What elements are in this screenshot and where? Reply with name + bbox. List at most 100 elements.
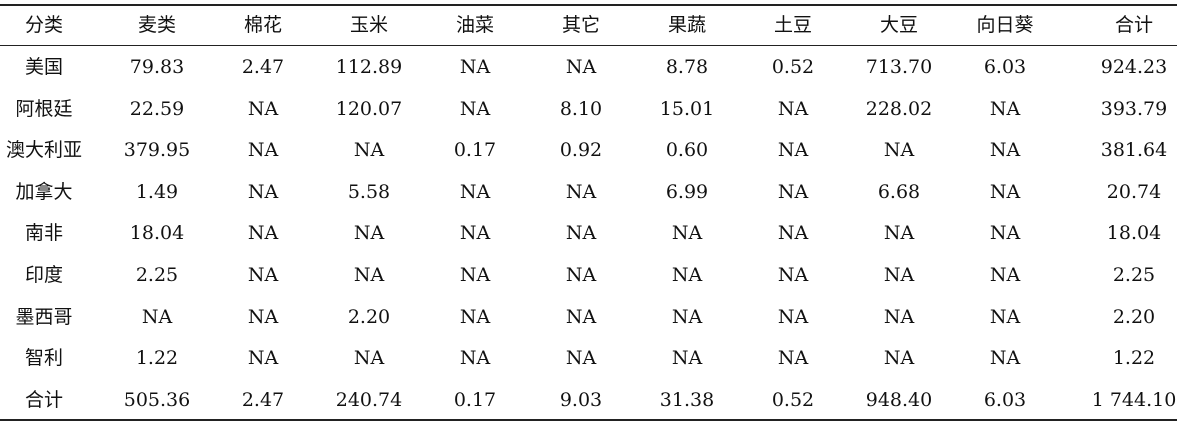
table-cell: NA [671,264,703,286]
table-cell: NA [989,264,1021,286]
table-cell: 6.99 [665,180,709,203]
table-cell: 2.25 [135,264,179,286]
row-label: 澳大利亚 [5,139,82,162]
header-cell: 麦类 [137,14,176,36]
table-cell: 2.47 [241,388,285,411]
header-cell: 其它 [561,14,600,36]
row-label: 墨西哥 [15,305,73,328]
table-cell: NA [353,139,385,162]
table-cell: 112.89 [335,56,403,78]
table-cell: 6.68 [877,180,921,203]
table-cell: 22.59 [129,97,185,120]
table-cell: 8.78 [665,56,709,78]
table-cell: 2.47 [241,56,285,78]
table-cell: 924.23 [1100,56,1168,78]
table-cell: NA [247,305,279,328]
table-cell: 0.17 [453,139,497,162]
table-cell: NA [777,305,809,328]
header-cell: 玉米 [349,14,388,36]
table-cell: 948.40 [865,388,933,411]
table-cell: NA [989,97,1021,120]
table-cell: NA [777,97,809,120]
table-cell: 393.79 [1100,97,1168,120]
table-cell: NA [671,347,703,370]
header-cell: 分类 [24,14,63,36]
table-cell: NA [671,222,703,245]
header-cell: 合计 [1114,14,1153,36]
table-cell: NA [353,264,385,286]
table-cell: NA [459,222,491,245]
table-cell: 505.36 [123,388,191,411]
table-cell: 1 744.10 [1091,388,1177,411]
table-cell: 1.22 [135,347,179,370]
row-label: 印度 [24,264,63,286]
table-cell: 713.70 [865,56,933,78]
table-cell: NA [141,305,173,328]
table-cell: NA [883,222,915,245]
table-cell: NA [459,305,491,328]
table-cell: 18.04 [129,222,185,245]
table-cell: NA [459,264,491,286]
table-cell: NA [247,264,279,286]
table-cell: NA [459,347,491,370]
table-cell: 0.52 [771,56,815,78]
header-cell: 大豆 [879,14,918,36]
table-cell: 240.74 [335,388,403,411]
table-cell: NA [459,180,491,203]
table-cell: 120.07 [335,97,403,120]
table-cell: 6.03 [983,388,1027,411]
table-cell: NA [247,97,279,120]
table-cell: NA [565,347,597,370]
table-cell: 228.02 [865,97,933,120]
header-cell: 土豆 [773,14,812,36]
table-cell: 2.25 [1112,264,1156,286]
table-cell: 31.38 [659,388,715,411]
table-cell: NA [353,347,385,370]
table-cell: 379.95 [123,139,191,162]
table-cell: NA [989,347,1021,370]
table-cell: NA [883,305,915,328]
table-cell: 0.60 [665,139,709,162]
table-cell: 1.49 [135,180,179,203]
table-cell: NA [883,139,915,162]
row-label: 南非 [24,222,63,245]
table-cell: NA [565,264,597,286]
table-cell: 2.20 [1112,305,1156,328]
table-cell: NA [777,347,809,370]
table-cell: NA [459,97,491,120]
bottom-rule [0,419,1177,421]
table-cell: 20.74 [1106,180,1162,203]
table-cell: 6.03 [983,56,1027,78]
table-cell: 5.58 [347,180,391,203]
row-label: 智利 [24,347,63,370]
table-cell: NA [883,264,915,286]
row-label: 加拿大 [15,180,73,203]
header-rule [0,45,1177,46]
table-cell: 1.22 [1112,347,1156,370]
table-cell: NA [883,347,915,370]
table-cell: NA [777,264,809,286]
table-cell: 381.64 [1100,139,1168,162]
table-cell: 15.01 [659,97,715,120]
table-cell: NA [247,347,279,370]
table-cell: 0.52 [771,388,815,411]
table-cell: 0.17 [453,388,497,411]
row-label: 阿根廷 [15,97,73,120]
table-cell: NA [565,180,597,203]
table-cell: 9.03 [559,388,603,411]
header-cell: 向日葵 [976,14,1034,36]
table-cell: NA [777,180,809,203]
table-cell: NA [247,139,279,162]
header-cell: 油菜 [455,14,494,36]
table-cell: NA [989,222,1021,245]
table-cell: NA [989,305,1021,328]
top-rule [0,4,1177,6]
table-cell: 0.92 [559,139,603,162]
row-label: 美国 [24,56,63,78]
table-cell: NA [353,222,385,245]
table-cell: NA [565,305,597,328]
table-cell: NA [671,305,703,328]
table-cell: NA [565,56,597,78]
table-cell: 79.83 [129,56,185,78]
